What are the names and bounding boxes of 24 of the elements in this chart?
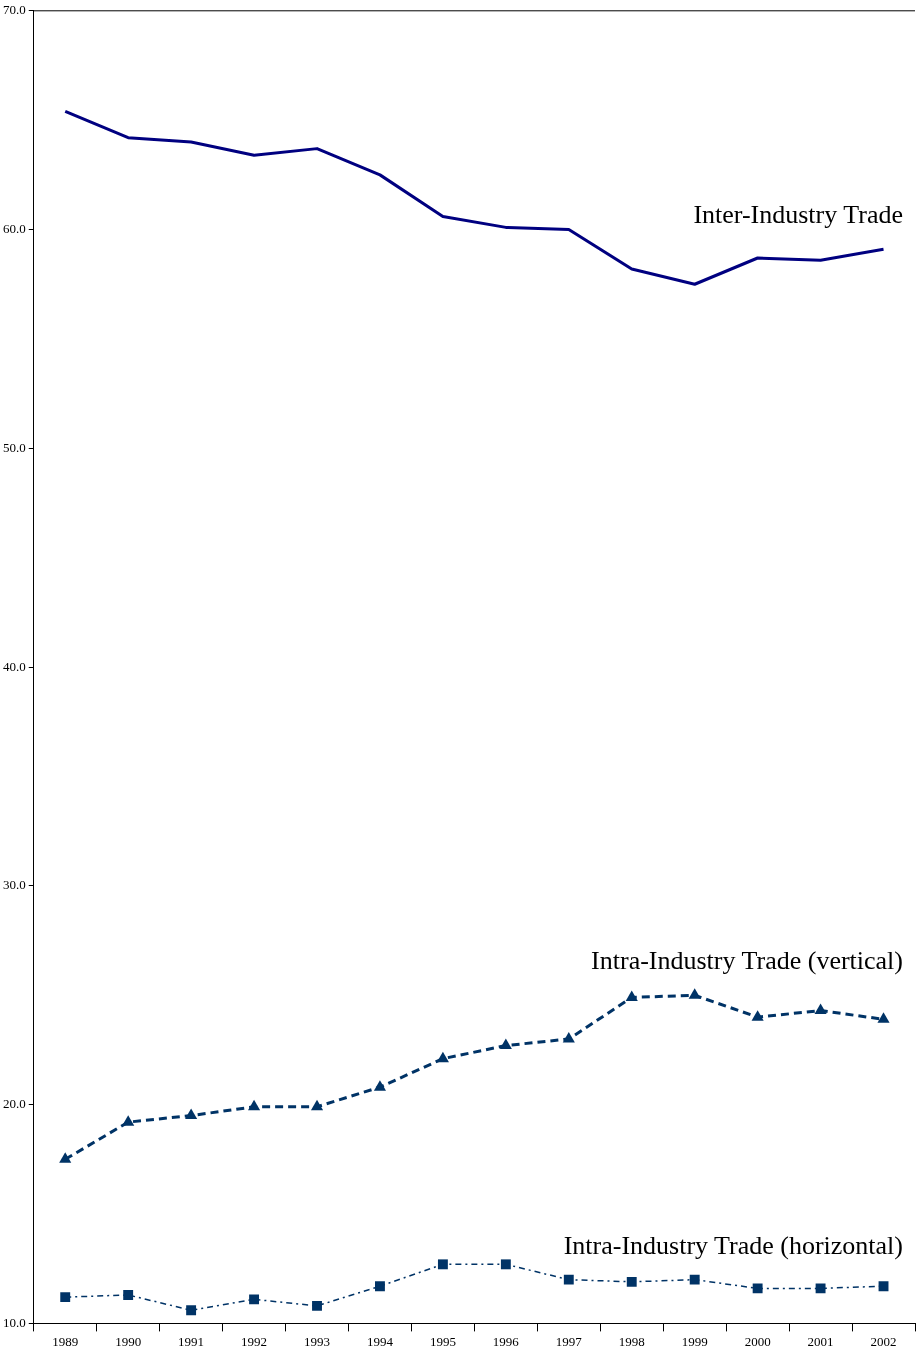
x-tick-label: 1999 bbox=[681, 1333, 708, 1349]
x-tick-label: 1998 bbox=[618, 1333, 645, 1349]
y-tick-label: 20.0 bbox=[3, 1096, 26, 1112]
series-label: Inter-Industry Trade bbox=[693, 200, 903, 230]
x-tick-label: 1994 bbox=[366, 1333, 394, 1349]
x-tick-label: 1993 bbox=[304, 1333, 331, 1349]
x-tick-label: 1989 bbox=[52, 1333, 79, 1349]
x-tick-label: 2001 bbox=[807, 1333, 834, 1349]
y-tick-label: 40.0 bbox=[3, 658, 26, 674]
y-tick-label: 60.0 bbox=[3, 220, 26, 236]
x-tick-label: 1995 bbox=[429, 1333, 456, 1349]
series-label: Intra-Industry Trade (vertical) bbox=[591, 946, 903, 976]
y-tick-label: 70.0 bbox=[3, 2, 26, 18]
y-tick-label: 30.0 bbox=[3, 877, 26, 893]
y-tick-label: 10.0 bbox=[3, 1314, 26, 1330]
x-tick-label: 1997 bbox=[555, 1333, 583, 1349]
y-tick-label: 50.0 bbox=[3, 439, 26, 455]
x-tick-label: 2000 bbox=[744, 1333, 771, 1349]
series-label: Intra-Industry Trade (horizontal) bbox=[563, 1230, 903, 1260]
x-tick-label: 1990 bbox=[115, 1333, 142, 1349]
x-tick-label: 1996 bbox=[492, 1333, 520, 1349]
x-tick-label: 1991 bbox=[178, 1333, 205, 1349]
x-tick-label: 2002 bbox=[870, 1333, 897, 1349]
x-tick-label: 1992 bbox=[241, 1333, 268, 1349]
